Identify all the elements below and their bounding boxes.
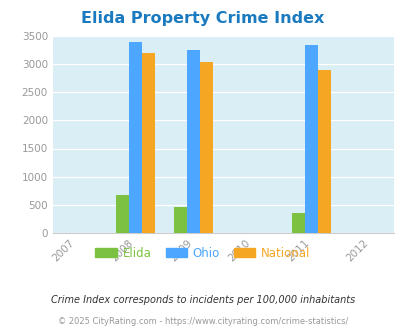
Bar	[187, 50, 200, 233]
Bar	[317, 70, 330, 233]
Text: Crime Index corresponds to incidents per 100,000 inhabitants: Crime Index corresponds to incidents per…	[51, 295, 354, 305]
Text: Elida Property Crime Index: Elida Property Crime Index	[81, 11, 324, 25]
Bar	[128, 42, 141, 233]
Legend: Elida, Ohio, National: Elida, Ohio, National	[92, 243, 313, 263]
Bar	[200, 61, 213, 233]
Bar	[304, 45, 317, 233]
Bar	[291, 213, 304, 233]
Bar	[141, 53, 154, 233]
Bar	[115, 194, 128, 233]
Bar	[174, 208, 187, 233]
Text: © 2025 CityRating.com - https://www.cityrating.com/crime-statistics/: © 2025 CityRating.com - https://www.city…	[58, 317, 347, 326]
